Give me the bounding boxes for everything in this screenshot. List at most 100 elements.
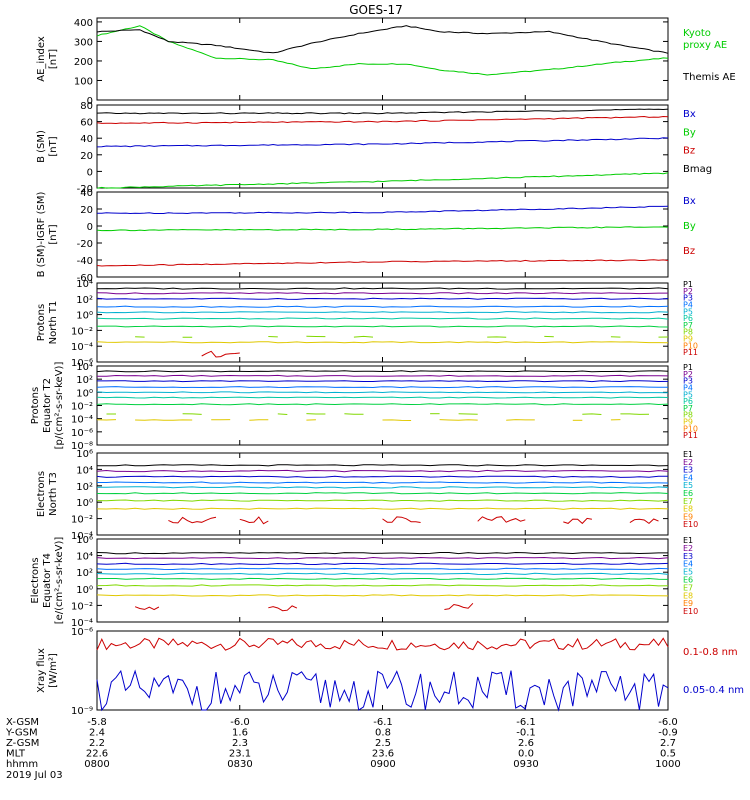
series-line-channel-7 <box>96 584 669 587</box>
series-line-channel-4 <box>96 305 669 308</box>
series-line-channel-4 <box>97 481 669 484</box>
legend-entry: P9 <box>683 335 693 344</box>
y-tick-label: 10² <box>76 375 93 386</box>
footer-date: 2019 Jul 03 <box>6 770 63 781</box>
series-line-bx <box>96 205 669 215</box>
series-line-channel-9 <box>629 518 659 525</box>
series-line-channel-7 <box>96 499 669 502</box>
y-tick-label: 10⁻⁴ <box>71 415 93 426</box>
y-tick-label: 40 <box>80 188 93 199</box>
y-tick-label: 20 <box>80 205 93 216</box>
series-line-channel-2 <box>96 374 669 377</box>
y-tick-label: 10⁻⁴ <box>71 618 93 629</box>
series-line-channel-5 <box>96 311 669 314</box>
y-tick-label: -60 <box>77 273 93 284</box>
legend-entry: E8 <box>683 591 693 600</box>
legend-entry: Bx <box>683 109 696 120</box>
panel-elec_t4: 10⁶ 10⁴ 10² 10⁰ 10⁻² 10⁻⁴ Electrons Equator T4[… <box>30 535 698 629</box>
legend-entry: E3 <box>683 552 693 561</box>
y-axis-label: Electrons <box>30 557 41 603</box>
legend-entry: P11 <box>683 348 698 357</box>
series-line-channel-1 <box>96 370 669 373</box>
series-line-channel-9 <box>134 606 160 611</box>
y-axis-label: Protons <box>36 304 47 341</box>
footer-value: 0.0 <box>518 749 534 760</box>
y-axis-label: [e/(cm²-s-sr-keV)] <box>54 537 65 625</box>
y-axis-label: Equator T4 <box>42 553 53 608</box>
y-tick-label: 10⁻⁶ <box>71 627 93 638</box>
panel-frame <box>96 17 669 101</box>
y-tick-label: 0 <box>87 167 93 178</box>
y-tick-label: 10⁰ <box>76 311 93 322</box>
y-axis-label: [p/(cm²-s-sr-keV)] <box>54 362 65 450</box>
legend-entry: P1 <box>683 280 693 289</box>
footer-value: 0800 <box>84 759 109 770</box>
legend-entry: proxy AE <box>683 40 727 51</box>
series-line-kyoto-proxy-ae <box>96 25 669 76</box>
series-line-channel-2 <box>96 469 669 473</box>
footer-value: 2.5 <box>375 738 391 749</box>
panel-b_igrf: 40 20 0 -20 -40 -60 B (SM)-IGRF (SM) [nT] Bx By Bz <box>36 188 696 284</box>
y-tick-label: 10⁻² <box>71 601 93 612</box>
series-line-channel-8 <box>353 335 374 338</box>
legend-entry: Bz <box>683 146 695 157</box>
footer-value: -0.1 <box>516 728 536 739</box>
series-line-channel-2 <box>96 556 669 560</box>
footer-row-label: X-GSM <box>6 717 39 728</box>
y-axis-label: [nT] <box>48 49 59 69</box>
y-tick-label: 200 <box>74 57 93 68</box>
y-axis-label: North T1 <box>48 301 59 345</box>
y-tick-label: 10⁴ <box>76 362 93 373</box>
series-line-channel-1 <box>96 287 669 290</box>
footer-value: 2.2 <box>89 738 105 749</box>
panel-frame <box>96 538 669 623</box>
y-tick-label: 60 <box>80 118 93 129</box>
legend-entry: P8 <box>683 411 693 420</box>
y-axis-label: Protons <box>30 387 41 424</box>
series-line-channel-9 <box>382 419 412 421</box>
legend-entry: E4 <box>683 473 693 482</box>
legend-entry: P3 <box>683 294 693 303</box>
footer-value: 0900 <box>370 759 395 770</box>
y-tick-label: 10⁻⁴ <box>71 531 93 542</box>
legend-entry: E10 <box>683 520 698 529</box>
footer-row-label: hhmm <box>6 759 38 770</box>
y-tick-label: 10⁴ <box>76 552 93 563</box>
series-line-channel-4 <box>96 386 668 389</box>
footer-value: -6.1 <box>516 717 536 728</box>
legend-entry: Bz <box>683 246 695 257</box>
y-tick-label: 10² <box>76 482 93 493</box>
legend-entry: P7 <box>683 321 693 330</box>
series-line-channel-3 <box>96 475 669 478</box>
legend-entry: E3 <box>683 466 693 475</box>
footer-value: -6.0 <box>230 717 250 728</box>
legend-entry: E9 <box>683 512 693 521</box>
y-tick-label: 100 <box>74 76 93 87</box>
legend-entry: P11 <box>683 431 698 440</box>
legend-entry: E2 <box>683 458 693 467</box>
legend-entry: P1 <box>683 363 693 372</box>
series-line-by <box>96 172 669 189</box>
y-axis-label: North T3 <box>48 472 59 516</box>
series-line-channel-5 <box>96 391 669 394</box>
y-axis-label: Equator T2 <box>42 378 53 433</box>
series-line-channel-6 <box>96 317 669 320</box>
series-line-channel-7 <box>96 403 669 406</box>
series-line-channel-1 <box>96 551 668 555</box>
y-axis-label: B (SM)-IGRF (SM) <box>36 192 47 278</box>
series-line-channel-8 <box>277 413 288 415</box>
series-line-channel-9 <box>96 341 669 344</box>
legend-entry: 0.05-0.4 nm <box>683 685 744 696</box>
series-line-channel-3 <box>96 562 669 566</box>
legend-entry: E8 <box>683 505 693 514</box>
footer-value: 2.6 <box>518 738 534 749</box>
footer-value: 22.6 <box>86 749 108 760</box>
footer-value: 23.1 <box>229 749 251 760</box>
y-tick-label: 10² <box>76 568 93 579</box>
y-tick-label: 10⁻² <box>71 402 93 413</box>
panel-frame <box>96 282 669 363</box>
legend-entry: E1 <box>683 536 693 545</box>
y-axis-label: Xray flux <box>36 648 47 693</box>
